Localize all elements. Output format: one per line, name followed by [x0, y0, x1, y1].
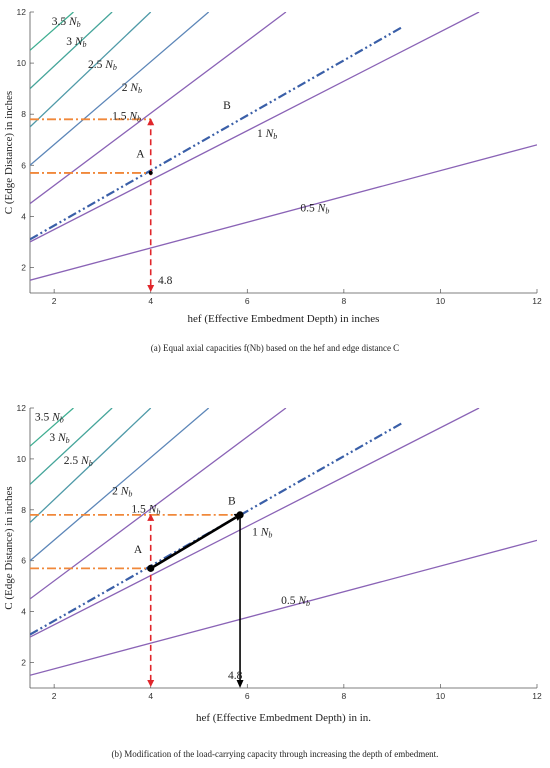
x-tick-label: 8	[341, 296, 346, 306]
y-tick-label: 4	[21, 211, 26, 221]
series-line-0p5Nb	[30, 144, 537, 281]
series-line-1p5Nb	[30, 12, 287, 205]
curve-label: 2.5 Nb	[88, 59, 117, 72]
annotation-A: A	[134, 544, 143, 556]
curve-label: 3.5 Nb	[35, 412, 64, 425]
y-tick-label: 8	[21, 505, 26, 515]
y-tick-label: 8	[21, 109, 26, 119]
red-arrow-up	[147, 118, 155, 126]
x-tick-label: 12	[532, 296, 542, 306]
x-tick-label: 10	[436, 691, 446, 701]
figure-caption: (a) Equal axial capacities f(Nb) based o…	[151, 343, 399, 353]
curve-label: 0.5 Nb	[281, 595, 310, 608]
x-tick-label: 10	[436, 296, 446, 306]
chart-panel-a: 2 4 6 8 10 12 2 4 6 8 10 12 3.5 Nb 3 Nb2.5 Nb 2 Nb 1.5 …	[3, 7, 542, 353]
plot-area	[30, 12, 537, 289]
curve-label: 2.5 Nb	[64, 455, 93, 468]
y-tick-label: 12	[17, 403, 27, 413]
curve-label: 1.5 Nb	[112, 110, 141, 123]
series-line-2Nb	[30, 12, 210, 166]
curve-label: 3 Nb	[66, 36, 86, 49]
series-line-1p5Nb	[30, 408, 287, 600]
figure-caption: (b) Modification of the load-carrying ca…	[112, 749, 439, 759]
black-arrow-head	[236, 680, 244, 688]
curve-label: 1.5 Nb	[131, 503, 160, 516]
curve-label: 1 Nb	[252, 526, 272, 539]
x-tick-label: 12	[532, 691, 542, 701]
y-tick-label: 10	[17, 454, 27, 464]
series-line-2p5Nb	[30, 12, 152, 128]
x-tick-label: 2	[52, 296, 57, 306]
curve-label: 0.5 Nb	[300, 202, 329, 215]
red-arrow-up	[147, 513, 155, 521]
x-axis-label: hef (Effective Embedment Depth) in in.	[196, 712, 371, 724]
chart-panel-b: 2 4 6 8 10 12 2 4 6 8 10 12 3.5 Nb 3 Nb 2.5 Nb 2 Nb 1.5 …	[3, 403, 542, 759]
y-axis-label: C (Edge Distance) in inches	[3, 91, 15, 214]
y-tick-label: 12	[17, 7, 27, 17]
y-axis-label: C (Edge Distance) in inches	[3, 486, 15, 609]
x-tick-label: 4	[148, 691, 153, 701]
series-line-0p5Nb	[30, 539, 537, 676]
series-line-1Nb	[30, 408, 480, 638]
red-arrow-down	[147, 680, 155, 687]
series-line-3Nb	[30, 12, 113, 90]
annotation-4p8: 4.8	[158, 275, 173, 287]
curve-label: 2 Nb	[112, 486, 132, 499]
y-tick-label: 6	[21, 556, 26, 566]
plot-area	[30, 408, 537, 684]
series-line-1Nb	[30, 12, 480, 243]
y-tick-label: 6	[21, 160, 26, 170]
annotation-4p8: 4.8	[228, 670, 243, 682]
curve-label: 3.5 Nb	[52, 16, 81, 29]
x-axis-label: hef (Effective Embedment Depth) in inche…	[188, 313, 380, 325]
x-tick-label: 6	[245, 691, 250, 701]
series-line-3p5Nb	[30, 12, 74, 51]
arrow-a-to-b	[150, 516, 237, 570]
x-tick-label: 6	[245, 296, 250, 306]
curve-label: 2 Nb	[122, 82, 142, 95]
annotation-A: A	[136, 149, 145, 161]
x-tick-label: 2	[52, 691, 57, 701]
y-tick-label: 4	[21, 607, 26, 617]
x-tick-label: 8	[341, 691, 346, 701]
y-tick-label: 10	[17, 58, 27, 68]
annotation-B: B	[228, 496, 236, 508]
curve-label: 3 Nb	[49, 432, 69, 445]
annotation-B: B	[223, 100, 231, 112]
series-line-2p5Nb	[30, 408, 152, 524]
series-line-2Nb	[30, 408, 210, 562]
x-tick-label: 4	[148, 296, 153, 306]
point-a-marker	[148, 170, 153, 175]
red-arrow-down	[147, 285, 155, 292]
dashdot-trend-line	[30, 26, 403, 241]
y-tick-label: 2	[21, 658, 26, 668]
series-line-3Nb	[30, 408, 113, 485]
curve-label: 1 Nb	[257, 128, 277, 141]
dashdot-trend-line	[30, 422, 403, 636]
series-line-3p5Nb	[30, 408, 74, 447]
y-tick-label: 2	[21, 262, 26, 272]
